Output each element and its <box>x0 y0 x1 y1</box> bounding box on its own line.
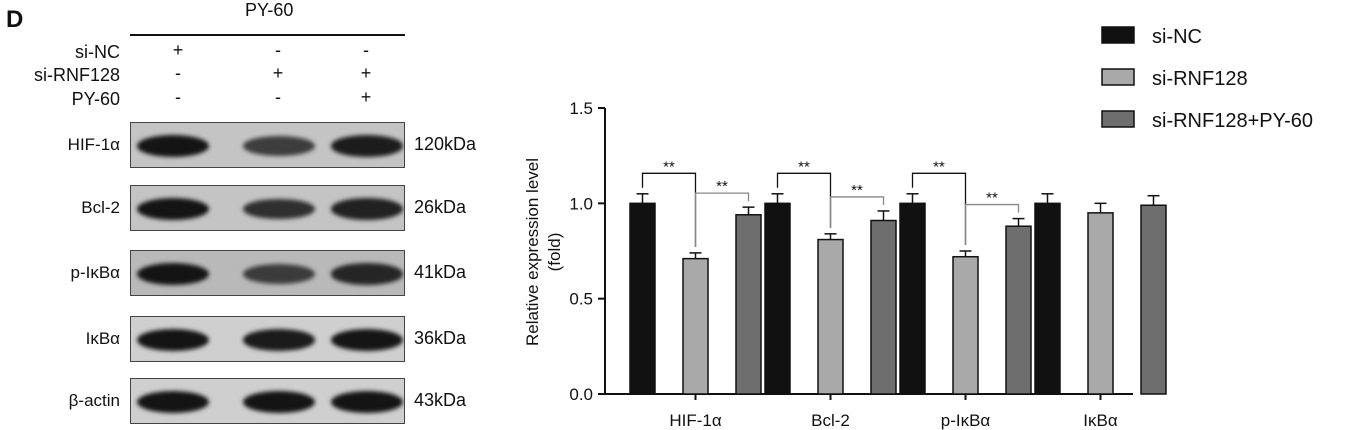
condition-sign: - <box>175 87 181 107</box>
blot-image <box>130 250 405 296</box>
treatment-line <box>130 34 405 36</box>
legend-swatch <box>1101 26 1135 44</box>
bar <box>1140 204 1167 395</box>
blot-band <box>243 136 315 156</box>
legend-label: si-NC <box>1152 26 1202 48</box>
y-tick-label: 1.5 <box>569 99 593 118</box>
bar <box>1087 212 1114 395</box>
bar <box>899 202 926 395</box>
significance-label: ** <box>663 158 675 175</box>
condition-sign: + <box>172 40 184 60</box>
significance-label: ** <box>716 178 728 195</box>
condition-label: PY-60 <box>71 89 120 109</box>
bar <box>1034 202 1061 395</box>
blot-size-label: 41kDa <box>414 262 467 282</box>
blot-image <box>130 185 405 231</box>
blot-band <box>243 264 315 284</box>
condition-sign: + <box>360 87 372 107</box>
significance-brackets: ** ** ** ** ** ** <box>641 158 1020 247</box>
treatment-title: PY-60 <box>245 0 294 20</box>
y-tick-label: 1.0 <box>569 194 593 213</box>
significance-label: ** <box>933 158 945 175</box>
x-tick-label: IκBα <box>1083 411 1118 430</box>
condition-sign: - <box>275 87 281 107</box>
blot-size-label: 120kDa <box>414 134 477 154</box>
condition-sign: - <box>275 40 281 60</box>
significance-label: ** <box>986 190 998 207</box>
legend-label: si-RNF128 <box>1152 68 1248 90</box>
blot-band <box>243 391 315 413</box>
condition-sign: - <box>175 63 181 83</box>
y-tick-label: 0.0 <box>569 385 593 404</box>
y-axis-label: Relative expression level (fold) <box>523 158 564 346</box>
blot-size-label: 36kDa <box>414 328 467 348</box>
significance-label: ** <box>851 182 863 199</box>
bar <box>952 255 979 395</box>
x-tick-label: p-IκBα <box>941 411 991 430</box>
bar <box>682 257 709 395</box>
blot-band <box>331 391 403 413</box>
bar <box>870 219 897 395</box>
y-tick-label: 0.5 <box>569 290 593 309</box>
blot-size-label: 26kDa <box>414 197 467 217</box>
blot-band <box>137 391 209 413</box>
blot-band <box>331 198 403 220</box>
blot-band <box>243 198 315 220</box>
x-tick-label: Bcl-2 <box>811 411 850 430</box>
blot-protein-label: Bcl-2 <box>81 198 120 217</box>
blot-image <box>130 316 405 362</box>
bar <box>1005 225 1032 395</box>
blot-protein-label: IκBα <box>85 329 120 348</box>
blot-band <box>243 329 315 351</box>
blot-band <box>331 135 403 157</box>
blot-protein-label: p-IκBα <box>70 263 120 282</box>
condition-sign: + <box>360 63 372 83</box>
legend-label: si-RNF128+PY-60 <box>1152 110 1313 132</box>
legend-swatch <box>1101 68 1135 86</box>
significance-bracket <box>964 203 1020 245</box>
blot-image <box>130 378 405 424</box>
blot-band <box>331 263 403 285</box>
condition-sign: + <box>272 63 284 83</box>
blot-band <box>331 329 403 351</box>
blot-band <box>137 198 209 220</box>
condition-label: si-RNF128 <box>33 65 120 85</box>
significance-bracket <box>694 192 750 247</box>
chart-legend: si-NC si-RNF128 si-RNF128+PY-60 <box>1101 26 1313 132</box>
chart-bars <box>629 193 1167 395</box>
blot-size-label: 43kDa <box>414 390 467 410</box>
condition-label: si-NC <box>75 42 120 62</box>
legend-swatch <box>1101 110 1135 128</box>
bar <box>817 238 844 395</box>
blot-band <box>137 135 209 157</box>
blot-band <box>137 263 209 285</box>
x-tick-label: HIF-1α <box>669 411 722 430</box>
bar <box>735 214 762 395</box>
bar <box>629 202 656 395</box>
blot-image <box>130 122 405 168</box>
blot-band <box>137 329 209 351</box>
condition-sign: - <box>363 40 369 60</box>
bar <box>764 202 791 395</box>
significance-bracket <box>829 196 885 228</box>
panel-label: D <box>6 6 24 33</box>
blot-protein-label: β-actin <box>68 391 120 410</box>
significance-label: ** <box>798 158 810 175</box>
blot-protein-label: HIF-1α <box>67 135 120 154</box>
